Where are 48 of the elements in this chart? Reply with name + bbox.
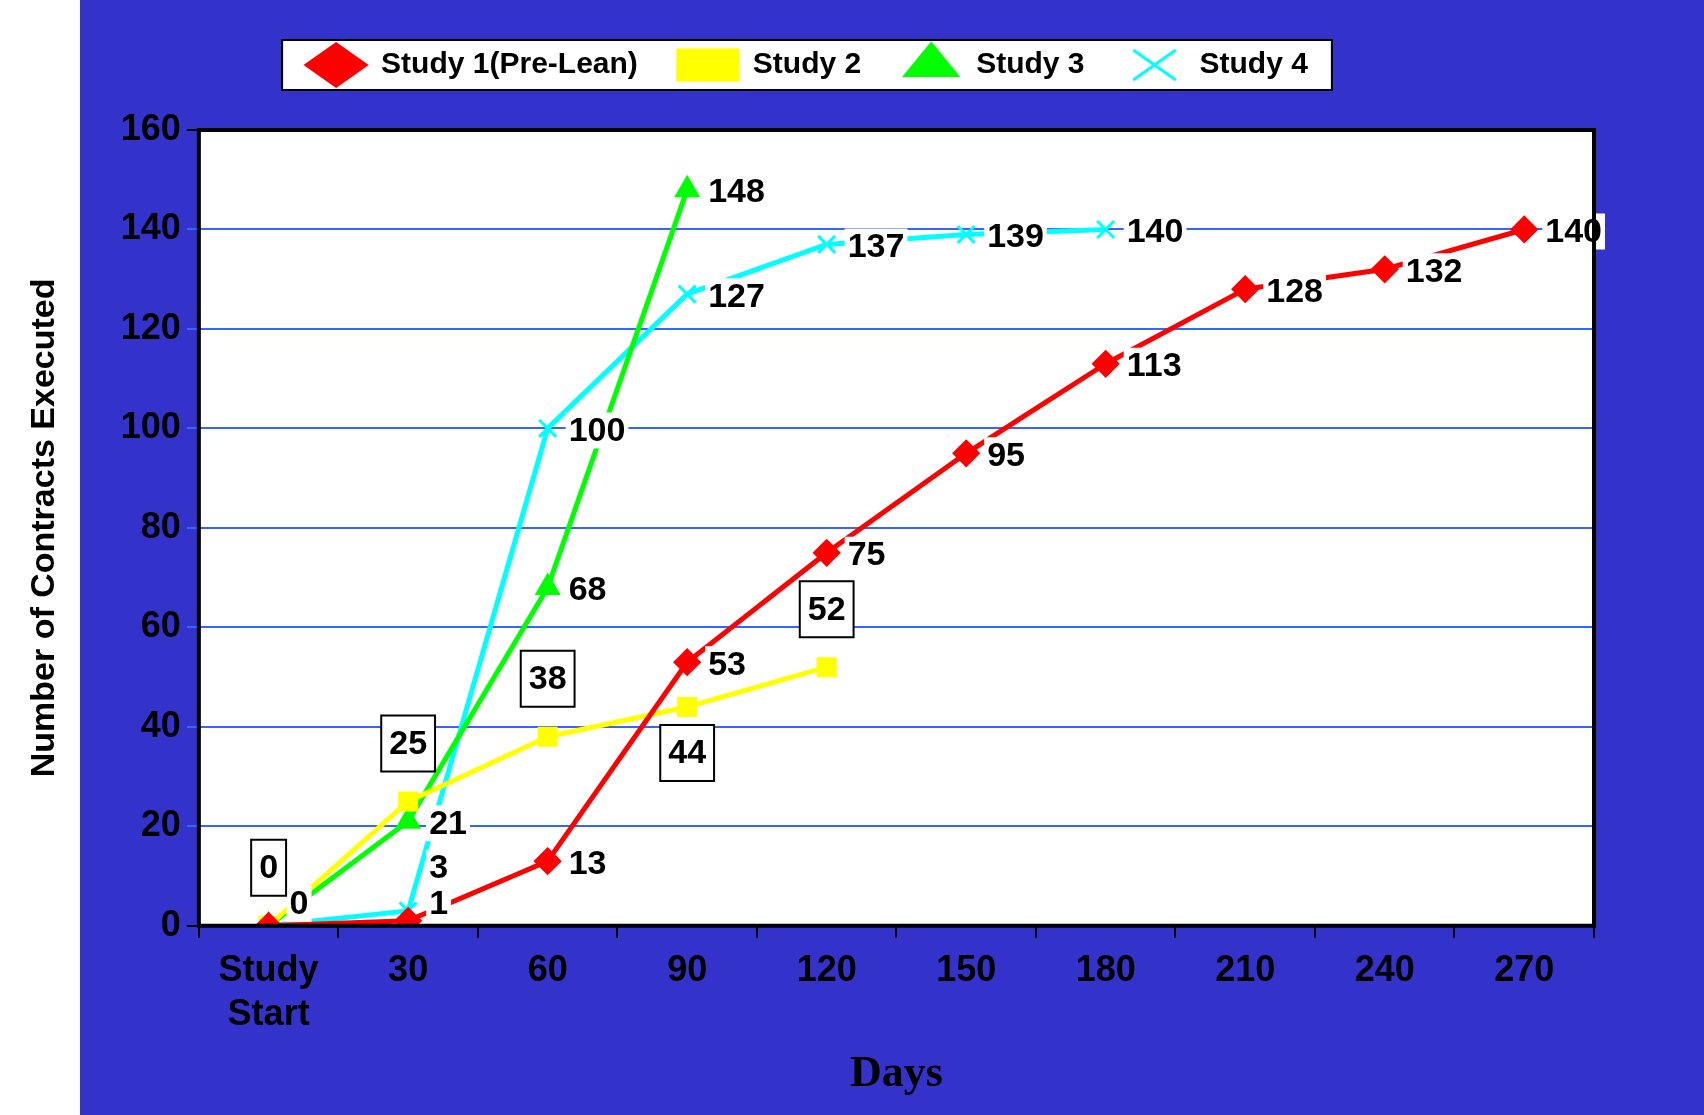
data-label: 13 [568,842,607,881]
y-tick-label: 0 [160,902,181,944]
y-tick-label: 160 [120,106,181,148]
x-tick-label: 270 [1494,948,1555,990]
y-tick-label: 40 [140,703,181,745]
y-axis-title: Number of Contracts Executed [22,278,61,778]
data-label: 75 [847,534,886,573]
data-label: 137 [847,225,905,264]
data-label: 113 [1126,345,1182,384]
x-tick-label: 240 [1354,948,1415,990]
data-label: 139 [987,215,1044,254]
data-label: 52 [807,588,846,627]
data-label: 148 [708,171,765,210]
x-tick-label: 60 [527,948,568,990]
y-tick-label: 80 [140,504,181,546]
y-tick-label: 140 [120,206,181,248]
legend-label: Study 1(Pre-Lean) [381,46,638,80]
x-tick-label: 120 [796,948,857,990]
legend-label: Study 4 [1199,46,1309,80]
x-tick-label: Study Start [218,948,319,1033]
x-axis-title: Days [849,1046,943,1096]
y-tick-label: 120 [120,305,181,347]
data-label: 3 [429,847,449,886]
data-label: 53 [708,643,746,682]
y-tick-label: 100 [120,405,181,447]
data-label: 25 [389,722,428,761]
x-tick-label: 180 [1075,948,1136,990]
data-label: 100 [568,409,626,448]
legend-label: Study 3 [976,46,1085,80]
data-label: 140 [1126,210,1184,249]
data-label: 68 [568,568,607,607]
data-label: 128 [1266,270,1323,309]
legend-label: Study 2 [752,46,862,80]
y-tick-label: 60 [140,604,181,646]
data-label: 132 [1405,250,1463,289]
x-tick-label: 90 [667,948,708,990]
data-label: 127 [708,275,765,314]
data-label: 95 [987,434,1026,473]
data-label: 38 [528,658,567,697]
data-label: 1 [429,883,449,922]
x-tick-label: 150 [936,948,997,990]
data-label: 21 [429,802,467,841]
data-label: 0 [289,883,309,922]
x-tick-label: 210 [1215,948,1276,990]
data-label: 44 [668,732,707,771]
data-label: 0 [259,847,279,886]
y-tick-label: 20 [140,803,181,845]
x-tick-label: 30 [388,948,429,990]
